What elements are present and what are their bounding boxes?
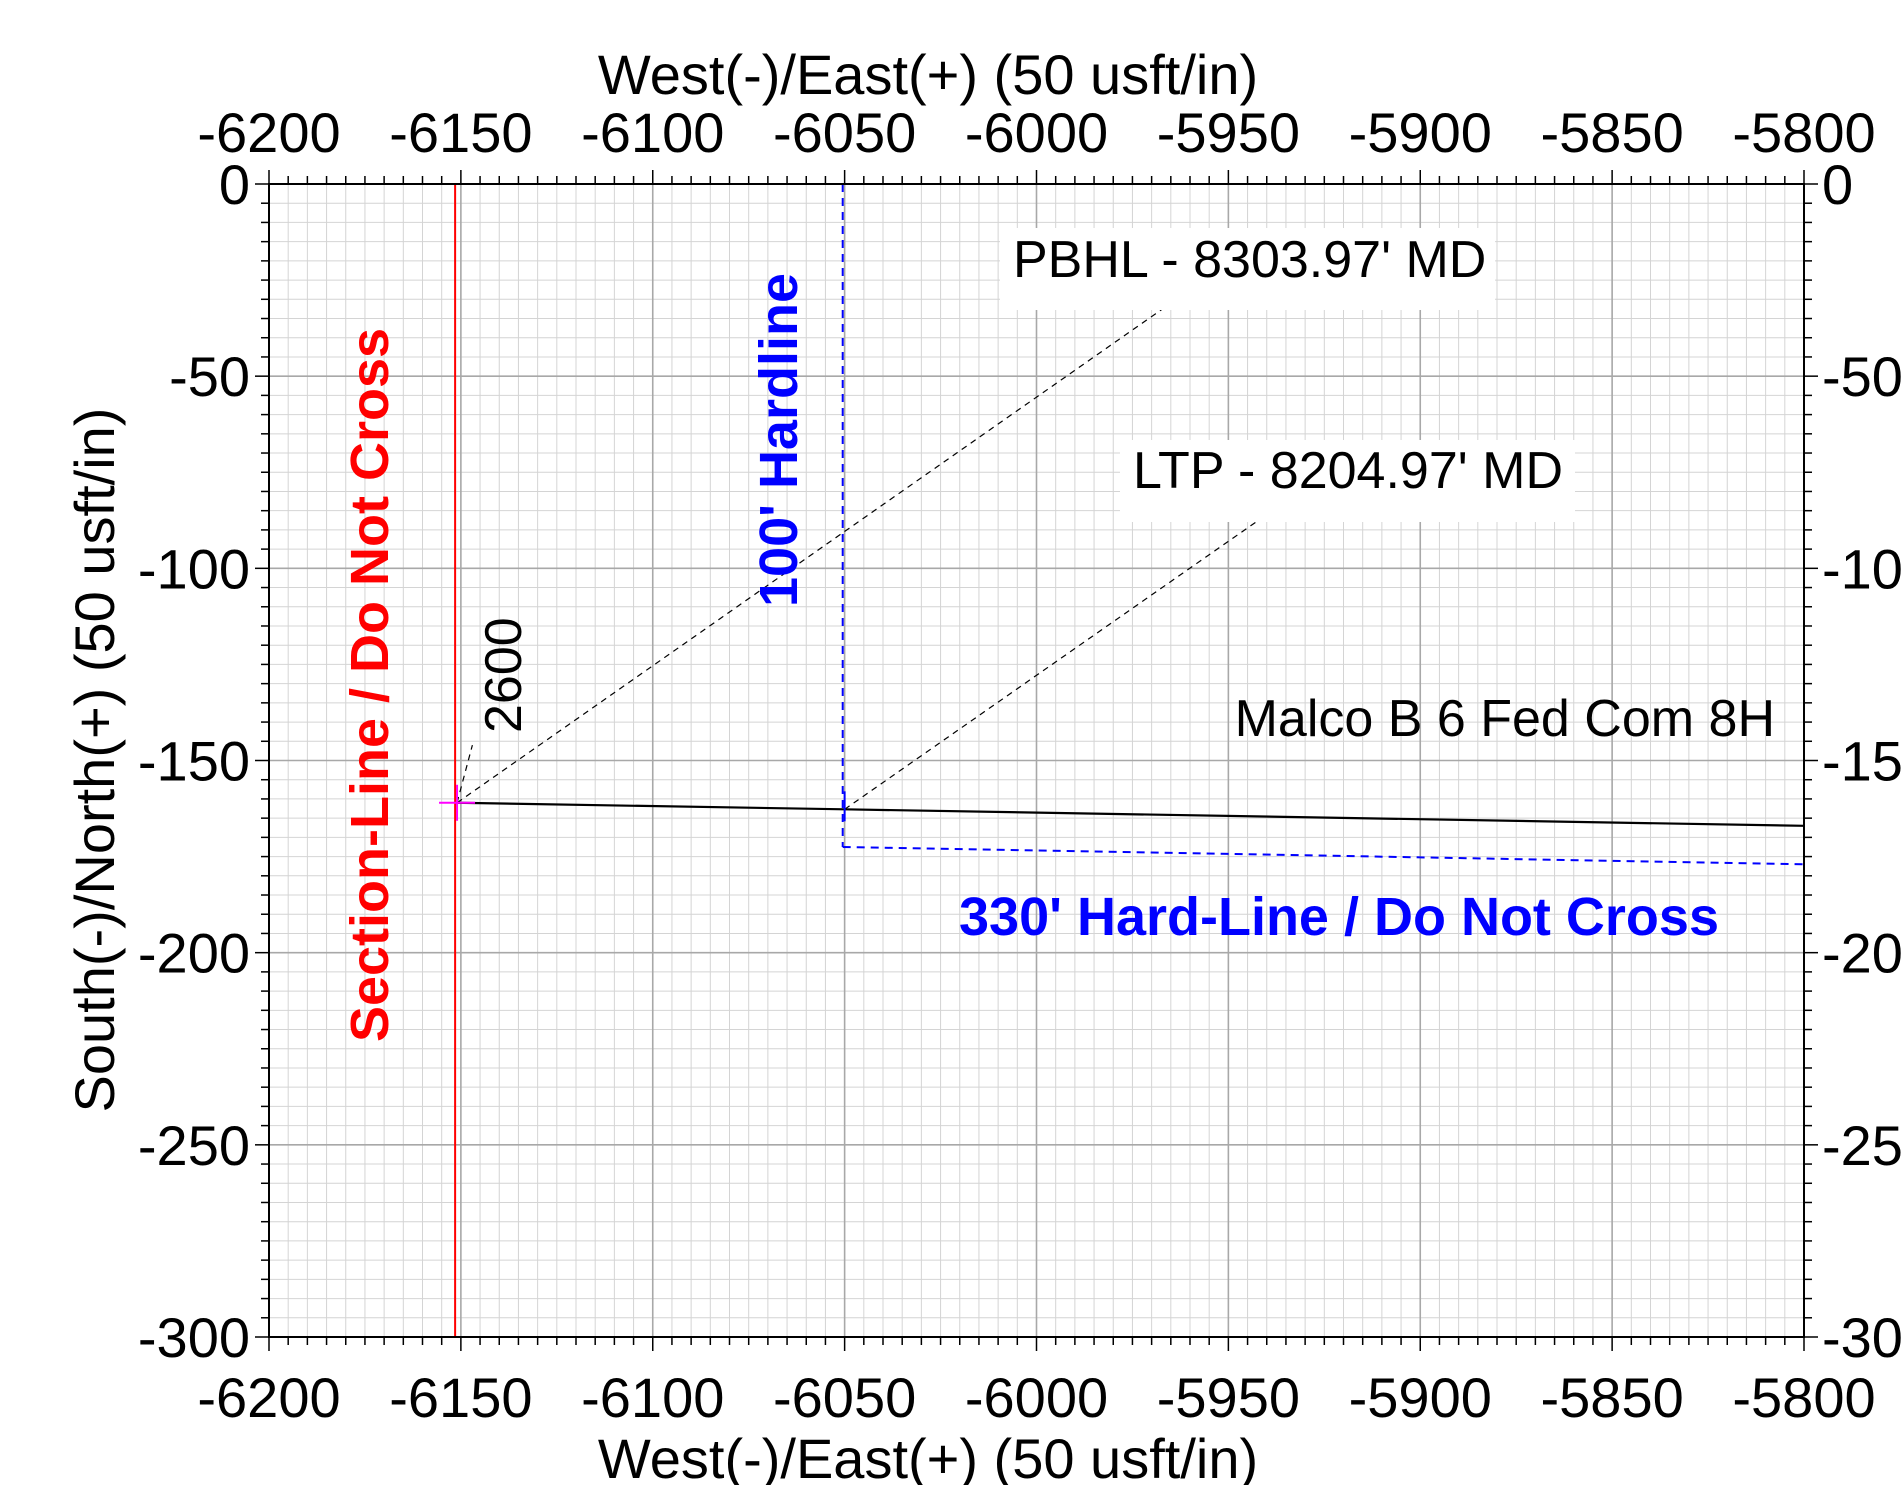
x-tick-label-top: -6000	[965, 101, 1108, 164]
x-tick-label-bottom: -5900	[1349, 1366, 1492, 1429]
y-tick-label-left: -250	[138, 1114, 250, 1177]
tick-labels: -6200 -6200 -6150 -6150 -6100 -6100 -6050 -6050…	[138, 101, 1903, 1429]
ltp-annotation: LTP - 8204.97' MD	[1133, 442, 1563, 500]
annotation-leader-1	[844, 514, 1268, 810]
y-axis-title: South(-)/North(+) (50 usft/in)	[63, 408, 126, 1113]
x-tick-label-bottom: -6150	[389, 1366, 532, 1429]
pbhl-label-box	[1000, 228, 1495, 310]
x-tick-label-top: -6050	[773, 101, 916, 164]
x-tick-label-bottom: -6100	[581, 1366, 724, 1429]
y-tick-label-left: -200	[138, 922, 250, 985]
y-tick-label-left: -300	[138, 1306, 250, 1369]
boundary-lines	[454, 184, 1805, 1337]
annotation-leader-2	[456, 744, 473, 803]
y-tick-label-right: -10	[1822, 537, 1903, 600]
x-tick-label-top: -6150	[389, 101, 532, 164]
y-tick-label-right: -25	[1822, 1114, 1903, 1177]
annotation-leaders	[456, 302, 1268, 810]
x-tick-label-bottom: -6050	[773, 1366, 916, 1429]
boundary-line-2	[842, 845, 1805, 866]
x-axis-title-top: West(-)/East(+) (50 usft/in)	[598, 43, 1258, 106]
annotation-leader-0	[456, 302, 1172, 804]
x-tick-label-top: -5850	[1541, 101, 1684, 164]
x-tick-label-top: -5950	[1157, 101, 1300, 164]
hardline-330-label: 330' Hard-Line / Do Not Cross	[959, 887, 1719, 947]
x-axis-title-bottom: West(-)/East(+) (50 usft/in)	[598, 1427, 1258, 1485]
x-tick-label-bottom: -5950	[1157, 1366, 1300, 1429]
x-tick-label-bottom: -6200	[197, 1366, 340, 1429]
y-tick-label-left: -50	[169, 345, 250, 408]
x-tick-label-top: -5900	[1349, 101, 1492, 164]
y-tick-label-left: -150	[138, 730, 250, 793]
well-name-label: Malco B 6 Fed Com 8H	[1235, 690, 1775, 748]
md-2600-annotation: 2600	[475, 617, 533, 733]
section-line-label: Section-Line / Do Not Cross	[340, 328, 400, 1042]
y-tick-label-right: -15	[1822, 730, 1903, 793]
x-tick-label-bottom: -6000	[965, 1366, 1108, 1429]
y-tick-label-right: -50	[1822, 345, 1903, 408]
y-tick-label-left: -100	[138, 537, 250, 600]
x-tick-label-bottom: -5800	[1732, 1366, 1875, 1429]
y-tick-label-right: 0	[1822, 153, 1853, 216]
pbhl-annotation: PBHL - 8303.97' MD	[1013, 231, 1486, 289]
hardline-100-label: 100' Hardline	[749, 273, 809, 607]
x-tick-label-top: -5800	[1732, 101, 1875, 164]
axis-ticks	[255, 170, 1818, 1351]
y-tick-label-left: 0	[219, 153, 250, 216]
point-markers	[439, 784, 846, 822]
x-tick-label-top: -6200	[197, 101, 340, 164]
plot-frame	[268, 183, 1805, 1338]
x-tick-label-bottom: -5850	[1541, 1366, 1684, 1429]
ltp-label-box	[1120, 440, 1575, 522]
y-tick-label-right: -20	[1822, 922, 1903, 985]
x-tick-label-top: -6100	[581, 101, 724, 164]
y-tick-label-right: -30	[1822, 1306, 1903, 1369]
